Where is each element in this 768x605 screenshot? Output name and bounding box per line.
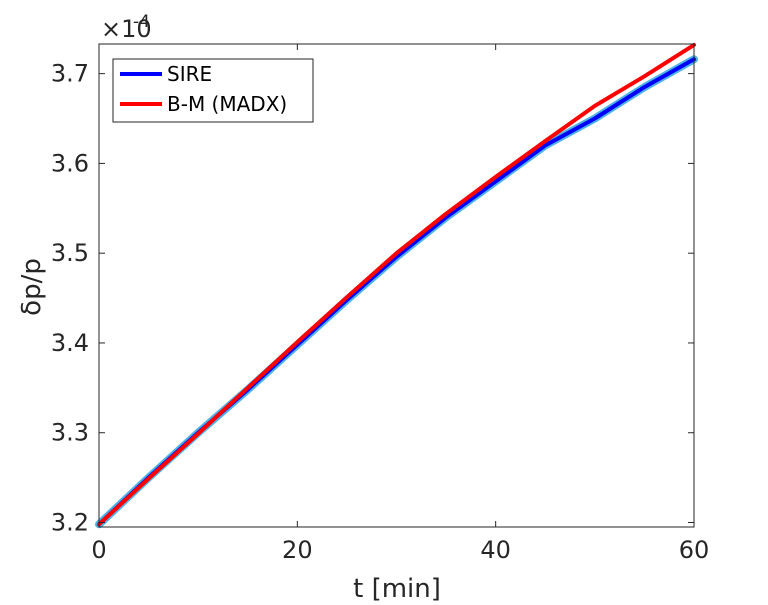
y-axis-label: δp/p <box>17 258 47 316</box>
legend-box <box>112 58 314 123</box>
y-tick-label: 3.5 <box>51 239 89 267</box>
plot-area <box>95 42 698 529</box>
x-tick-label: 60 <box>679 536 710 564</box>
series-band-sire <box>95 55 698 529</box>
axes: 0 20 40 60 3.2 3.3 3.4 3.5 3.6 3.7 <box>51 43 710 564</box>
y-multiplier-exponent: -4 <box>133 12 150 32</box>
legend: SIRE B-M (MADX) <box>112 58 314 123</box>
y-tick-label: 3.3 <box>51 419 89 447</box>
y-tick-label: 3.6 <box>51 149 89 177</box>
x-axis-label: t [min] <box>353 574 441 604</box>
x-tick-label: 0 <box>91 536 106 564</box>
y-exponent-label: ×10 -4 <box>101 12 152 43</box>
y-multiplier: ×10 <box>101 15 152 43</box>
x-tick-label: 40 <box>480 536 511 564</box>
series-line-b-m-madx <box>97 42 696 527</box>
y-tick-label: 3.7 <box>51 60 89 88</box>
legend-label-sire: SIRE <box>167 62 212 86</box>
legend-label-bm-madx: B-M (MADX) <box>167 92 287 116</box>
series-line-sire <box>97 57 696 527</box>
y-tick-label: 3.4 <box>51 329 89 357</box>
x-tick-label: 20 <box>282 536 313 564</box>
y-tick-label: 3.2 <box>51 509 89 537</box>
axes-box <box>98 43 695 528</box>
